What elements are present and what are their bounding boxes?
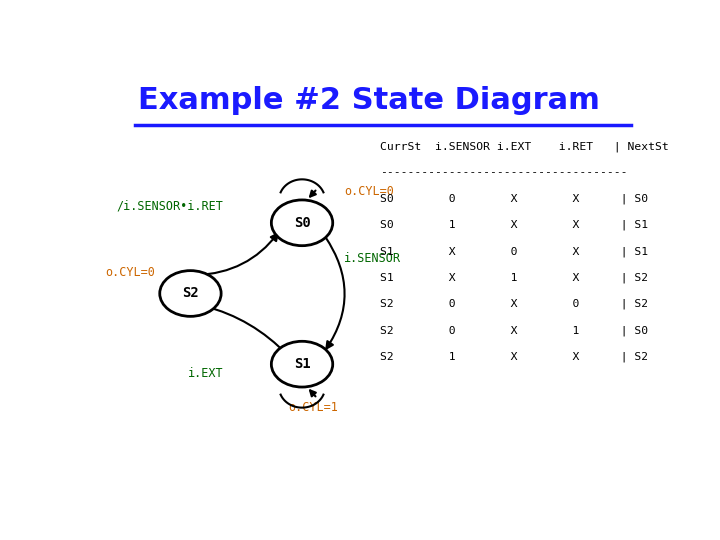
Text: S2        0        X        0      | S2: S2 0 X 0 | S2 [380, 299, 648, 309]
Text: S0        0        X        X      | S0: S0 0 X X | S0 [380, 193, 648, 204]
Text: S2        1        X        X      | S2: S2 1 X X | S2 [380, 352, 648, 362]
Text: S1        X        1        X      | S2: S1 X 1 X | S2 [380, 273, 648, 283]
Text: o.CYL=0: o.CYL=0 [344, 185, 394, 198]
Text: Example #2 State Diagram: Example #2 State Diagram [138, 85, 600, 114]
Text: S1        X        0        X      | S1: S1 X 0 X | S1 [380, 246, 648, 256]
Text: i.SENSOR: i.SENSOR [344, 252, 401, 265]
Text: S0: S0 [294, 216, 310, 230]
Text: S2        0        X        1      | S0: S2 0 X 1 | S0 [380, 325, 648, 336]
Circle shape [271, 200, 333, 246]
Circle shape [160, 271, 221, 316]
Text: o.CYL=1: o.CYL=1 [288, 401, 338, 414]
Text: S2: S2 [182, 287, 199, 300]
Text: /i.SENSOR•i.RET: /i.SENSOR•i.RET [117, 200, 224, 213]
Text: S1: S1 [294, 357, 310, 371]
Text: i.EXT: i.EXT [188, 367, 223, 380]
Text: CurrSt  i.SENSOR i.EXT    i.RET   | NextSt: CurrSt i.SENSOR i.EXT i.RET | NextSt [380, 141, 669, 152]
Circle shape [271, 341, 333, 387]
Text: S0        1        X        X      | S1: S0 1 X X | S1 [380, 220, 648, 231]
Text: ------------------------------------: ------------------------------------ [380, 167, 628, 177]
Text: o.CYL=0: o.CYL=0 [106, 266, 156, 279]
